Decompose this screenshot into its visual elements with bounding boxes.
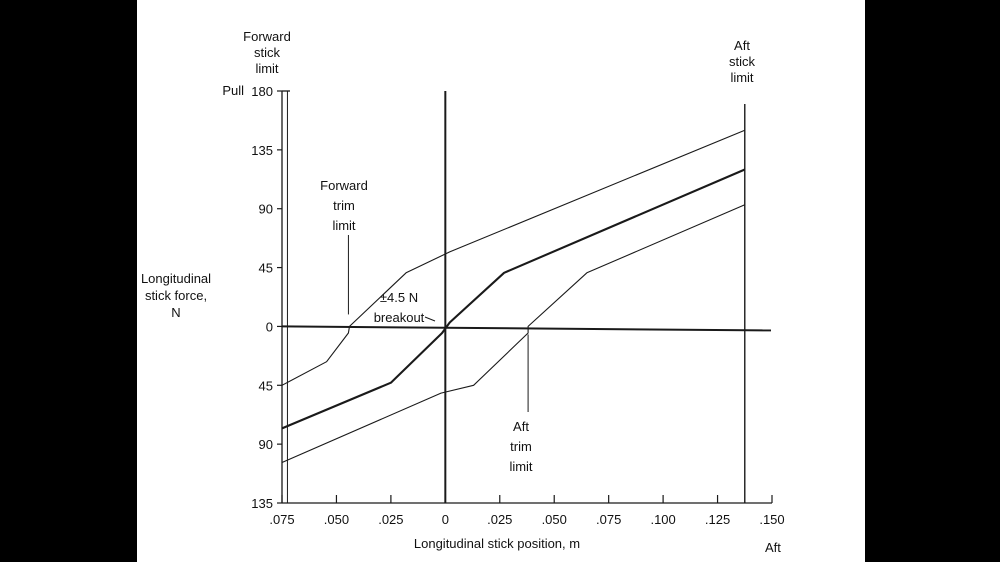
x-right-label: Aft <box>765 540 781 555</box>
figure-page: 180 135 90 45 0 45 90 135.075.050.025 0.025.050.… <box>137 0 865 562</box>
aft-stick-limit-label: Aft stick limit <box>729 38 756 85</box>
y-tick-label: 135 <box>251 496 273 511</box>
y-tick-label: 180 <box>251 84 273 99</box>
x-tick-label: 0 <box>442 512 449 527</box>
x-tick-label: .050 <box>542 512 567 527</box>
y-tick-label: 45 <box>259 261 273 276</box>
y-tick-label: 90 <box>259 437 273 452</box>
forward-stick-limit-label: Forward stick limit <box>243 29 291 76</box>
chart-labels: Longitudinal stick position, m Pull Aft <box>222 83 781 555</box>
zero-force-line <box>281 325 772 332</box>
x-tick-label: .125 <box>705 512 730 527</box>
x-tick-label: .075 <box>269 512 294 527</box>
x-tick-label: .075 <box>596 512 621 527</box>
y-tick-label: 135 <box>251 143 273 158</box>
y-tick-label: 45 <box>259 378 273 393</box>
series-line-2 <box>281 168 746 430</box>
x-tick-label: .050 <box>324 512 349 527</box>
y-tick-label: 90 <box>259 202 273 217</box>
x-tick-label: .150 <box>759 512 784 527</box>
x-tick-label: .025 <box>378 512 403 527</box>
y-axis-label: Longitudinal stick force, N <box>141 271 211 320</box>
breakout-leader <box>424 316 436 322</box>
series-line-3 <box>281 204 746 464</box>
series-line-1 <box>281 129 746 386</box>
x-axis-label: Longitudinal stick position, m <box>414 536 580 551</box>
y-tick-label: 0 <box>266 319 273 334</box>
forward-trim-limit-label: Forward trim limit <box>320 178 368 233</box>
x-tick-label: .025 <box>487 512 512 527</box>
x-tick-label: .100 <box>650 512 675 527</box>
series-group <box>281 129 746 464</box>
annotations: Forward stick limit Aft stick limit Forward tri… <box>141 29 756 474</box>
aft-trim-limit-label: Aft trim limit <box>509 419 532 474</box>
y-top-label: Pull <box>222 83 244 98</box>
